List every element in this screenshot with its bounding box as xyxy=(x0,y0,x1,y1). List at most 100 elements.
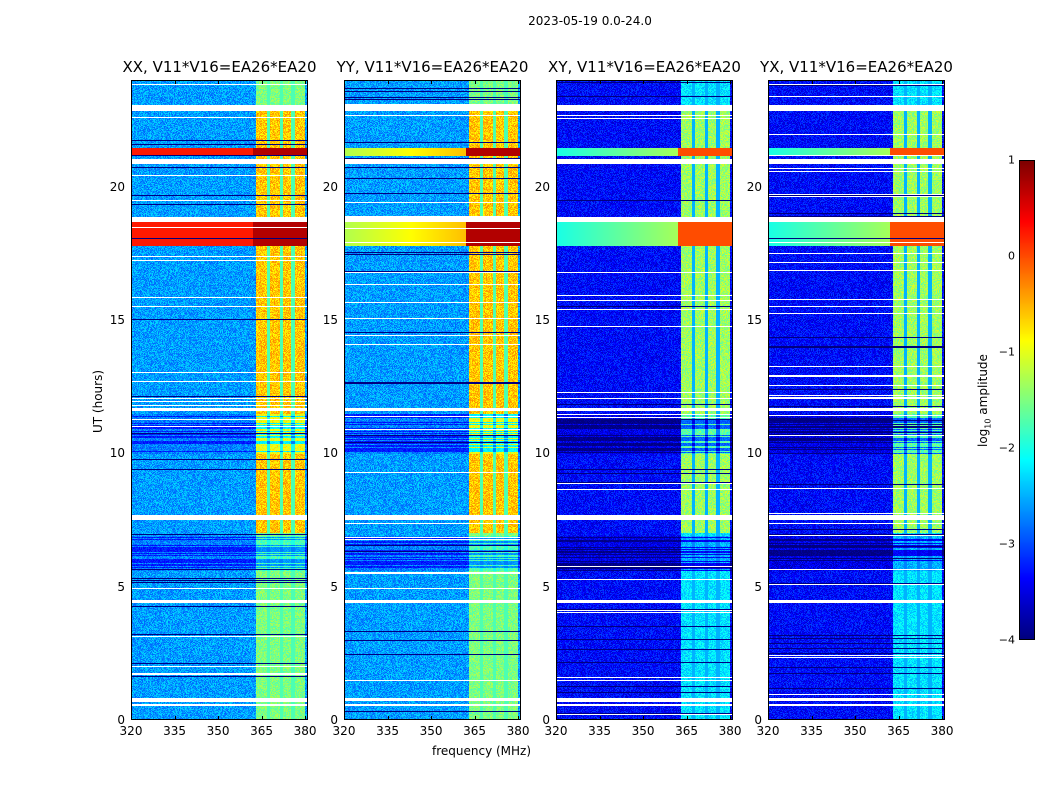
x-tick-label: 350 xyxy=(206,724,230,738)
x-tick-mark xyxy=(768,80,769,84)
x-tick-mark xyxy=(811,80,813,84)
x-tick-label: 320 xyxy=(332,724,356,738)
heatmap-panel-xx xyxy=(131,80,308,720)
x-tick-label: 380 xyxy=(506,724,530,738)
x-tick-label: 320 xyxy=(544,724,568,738)
x-tick-mark xyxy=(218,716,220,720)
panel-title-yy: YY, V11*V16=EA26*EA20 xyxy=(336,58,529,76)
x-tick-mark xyxy=(131,716,132,720)
x-tick-mark xyxy=(261,716,263,720)
x-tick-mark xyxy=(898,716,900,720)
heatmap-panel-xy xyxy=(556,80,733,720)
heatmap-image xyxy=(557,81,732,719)
x-tick-mark xyxy=(599,80,601,84)
colorbar-tick-label: −3 xyxy=(998,537,1015,551)
colorbar-label: log10 amplitude xyxy=(976,354,993,447)
y-tick-label: 5 xyxy=(754,579,762,594)
x-tick-mark xyxy=(174,716,176,720)
panel-title-xy: XY, V11*V16=EA26*EA20 xyxy=(548,58,741,76)
y-tick-label: 20 xyxy=(746,179,762,194)
x-tick-mark xyxy=(518,716,520,720)
colorbar-tick-label: −1 xyxy=(998,345,1015,359)
x-tick-label: 320 xyxy=(119,724,143,738)
x-tick-mark xyxy=(518,80,520,84)
y-axis-label: UT (hours) xyxy=(91,369,105,433)
y-tick-label: 0 xyxy=(542,713,550,727)
x-tick-mark xyxy=(344,80,345,84)
y-tick-label: 10 xyxy=(109,446,125,461)
x-tick-label: 365 xyxy=(250,724,274,738)
x-tick-mark xyxy=(131,80,132,84)
y-tick-label: 0 xyxy=(330,713,338,727)
colorbar-tick-label: 0 xyxy=(1008,249,1015,263)
x-tick-mark xyxy=(599,716,601,720)
x-tick-label: 365 xyxy=(675,724,699,738)
x-tick-mark xyxy=(686,716,688,720)
y-tick-label: 15 xyxy=(322,313,338,327)
x-tick-mark xyxy=(855,80,857,84)
y-tick-label: 15 xyxy=(109,313,125,327)
x-tick-mark xyxy=(855,716,857,720)
x-tick-mark xyxy=(474,716,476,720)
x-tick-label: 335 xyxy=(800,724,823,738)
x-tick-mark xyxy=(730,716,732,720)
x-tick-mark xyxy=(942,80,944,84)
heatmap-image xyxy=(345,81,520,719)
x-tick-label: 335 xyxy=(588,724,611,738)
y-tick-label: 5 xyxy=(330,579,338,594)
y-tick-label: 20 xyxy=(109,179,125,194)
y-tick-label: 10 xyxy=(534,446,550,461)
x-tick-mark xyxy=(556,80,557,84)
x-tick-label: 350 xyxy=(843,724,867,738)
x-tick-mark xyxy=(768,716,769,720)
x-tick-label: 320 xyxy=(756,724,780,738)
x-tick-label: 380 xyxy=(718,724,742,738)
x-tick-label: 350 xyxy=(419,724,443,738)
x-tick-mark xyxy=(643,80,645,84)
colorbar-tick-label: 1 xyxy=(1008,153,1015,167)
y-tick-label: 10 xyxy=(322,446,338,461)
colorbar-tick-label: −4 xyxy=(998,633,1015,647)
x-tick-mark xyxy=(344,716,345,720)
x-tick-mark xyxy=(218,80,220,84)
y-tick-label: 15 xyxy=(534,313,550,327)
heatmap-image xyxy=(769,81,944,719)
y-tick-label: 5 xyxy=(542,579,550,594)
x-tick-label: 350 xyxy=(631,724,655,738)
y-tick-label: 5 xyxy=(117,579,125,594)
heatmap-image xyxy=(132,81,307,719)
x-tick-mark xyxy=(474,80,476,84)
x-tick-mark xyxy=(643,716,645,720)
colorbar xyxy=(1019,160,1035,640)
x-tick-mark xyxy=(305,80,307,84)
x-tick-label: 365 xyxy=(887,724,911,738)
x-tick-label: 365 xyxy=(463,724,487,738)
y-tick-label: 15 xyxy=(746,313,762,327)
x-tick-mark xyxy=(686,80,688,84)
y-tick-label: 0 xyxy=(754,713,762,727)
x-tick-mark xyxy=(387,716,389,720)
x-tick-mark xyxy=(431,80,433,84)
x-tick-mark xyxy=(730,80,732,84)
x-tick-mark xyxy=(387,80,389,84)
x-tick-label: 335 xyxy=(163,724,186,738)
x-tick-label: 380 xyxy=(293,724,317,738)
panel-title-yx: YX, V11*V16=EA26*EA20 xyxy=(760,58,953,76)
figure-suptitle: 2023-05-19 0.0-24.0 xyxy=(528,14,652,28)
x-tick-mark xyxy=(811,716,813,720)
x-tick-label: 380 xyxy=(930,724,954,738)
x-tick-mark xyxy=(261,80,263,84)
x-tick-label: 335 xyxy=(376,724,399,738)
x-tick-mark xyxy=(556,716,557,720)
x-tick-mark xyxy=(431,716,433,720)
x-tick-mark xyxy=(174,80,176,84)
colorbar-tick-label: −2 xyxy=(998,441,1015,455)
x-tick-mark xyxy=(898,80,900,84)
y-tick-label: 10 xyxy=(746,446,762,461)
x-tick-mark xyxy=(942,716,944,720)
y-tick-label: 0 xyxy=(117,713,125,727)
x-tick-mark xyxy=(305,716,307,720)
y-tick-label: 20 xyxy=(322,179,338,194)
panel-title-xx: XX, V11*V16=EA26*EA20 xyxy=(122,58,317,76)
heatmap-panel-yy xyxy=(344,80,521,720)
